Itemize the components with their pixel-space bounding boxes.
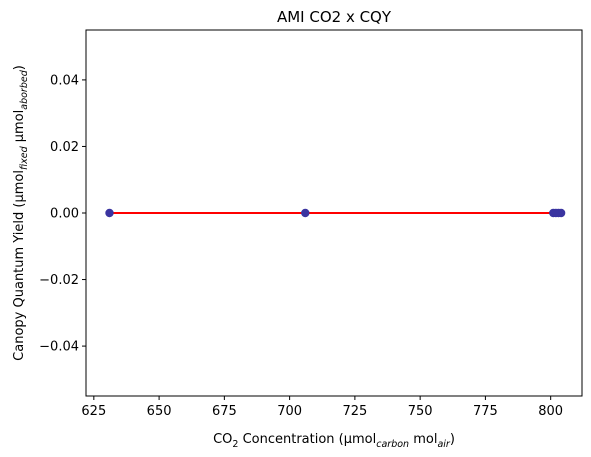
plot-frame: [85, 29, 583, 397]
data-point: [301, 208, 310, 218]
y-axis-label: Canopy Quantum Yield (µmolfixed µmolabor…: [12, 65, 30, 361]
data-point: [556, 208, 566, 218]
y-tick-label: 0.04: [50, 73, 79, 88]
x-tick-label: 725: [342, 404, 367, 419]
data-point: [105, 208, 114, 218]
x-tick-label: 625: [81, 404, 106, 419]
x-tick-label: 675: [212, 404, 237, 419]
y-tick-label: −0.04: [39, 340, 79, 355]
x-axis-label: CO2 Concentration (µmolcarbon molair): [213, 432, 455, 450]
x-tick-label: 650: [147, 404, 172, 419]
x-tick-label: 775: [473, 404, 498, 419]
x-axis-ticks: 625 650 675 700 725 750 775 800: [81, 396, 563, 419]
y-axis-ticks: −0.04 −0.02 0.00 0.02 0.04: [39, 73, 86, 355]
scatter-points: [105, 208, 566, 218]
x-tick-label: 800: [538, 404, 563, 419]
x-tick-label: 750: [408, 404, 433, 419]
y-tick-label: 0.02: [50, 140, 79, 155]
y-tick-label: 0.00: [50, 207, 79, 222]
x-tick-label: 700: [277, 404, 302, 419]
chart-title: AMI CO2 x CQY: [277, 8, 392, 26]
y-tick-label: −0.02: [39, 273, 79, 288]
